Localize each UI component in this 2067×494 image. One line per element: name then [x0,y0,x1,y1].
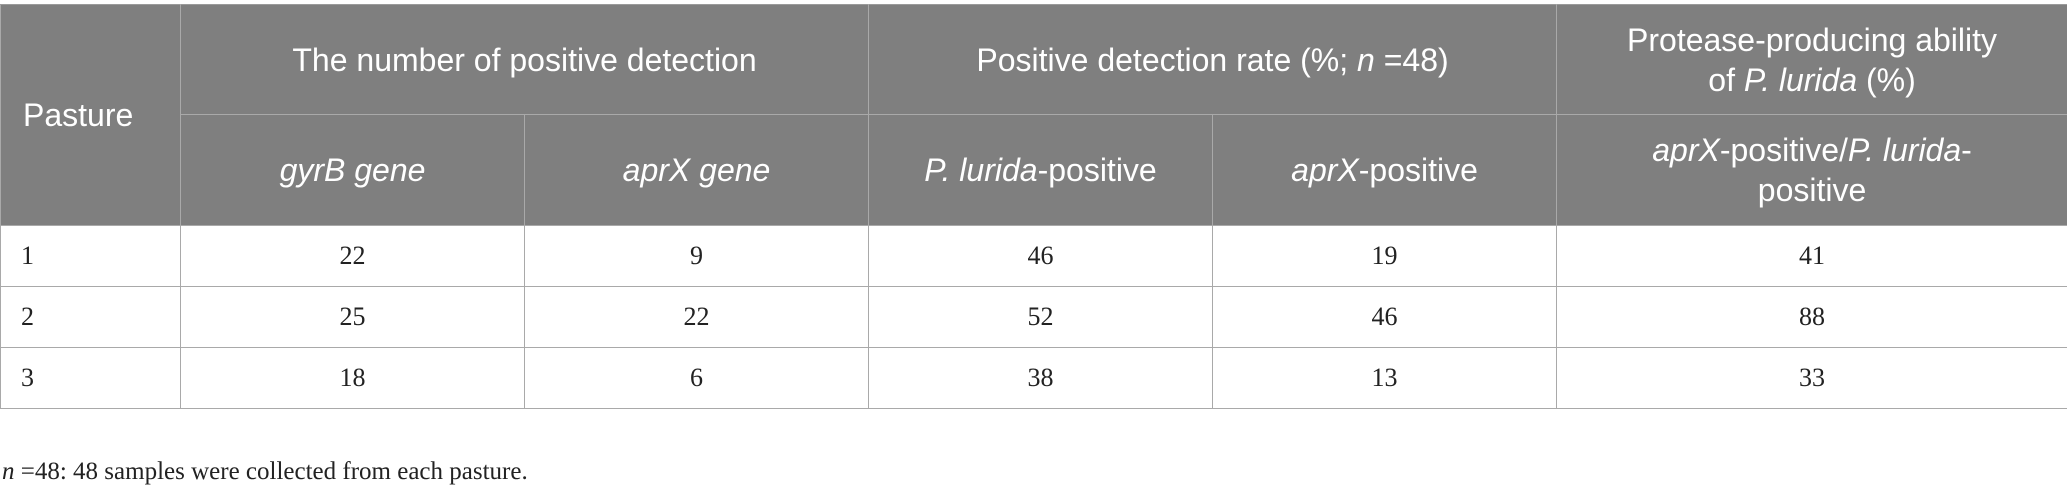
header-detection-rate: Positive detection rate (%; n =48) [868,4,1558,115]
cell-pasture: 1 [0,225,181,287]
header-row-columns: gyrB gene aprX gene P. lurida-positive a… [1,114,2067,226]
table-row: 3 18 6 38 13 33 [0,347,2067,409]
cell-protease-ratio: 41 [1556,225,2067,287]
detection-table: Pasture The number of positive detection… [0,4,2067,409]
cell-gyrb-count: 22 [180,225,525,287]
cell-aprx-rate: 19 [1212,225,1558,287]
cell-gyrb-count: 25 [180,286,525,348]
cell-gyrb-count: 18 [180,347,525,409]
cell-pasture: 3 [0,347,181,409]
cell-protease-ratio: 33 [1556,347,2067,409]
table-row: 2 25 22 52 46 88 [0,286,2067,348]
cell-plurida-rate: 52 [868,286,1214,348]
header-aprx-gene: aprX gene [523,114,870,226]
cell-pasture: 2 [0,286,181,348]
cell-aprx-rate: 13 [1212,347,1558,409]
header-protease-ability: Protease-producing ability of P. lurida (… [1556,4,2067,115]
cell-aprx-count: 9 [523,225,870,287]
header-aprx-positive: aprX-positive [1212,114,1558,226]
cell-plurida-rate: 46 [868,225,1214,287]
header-ratio: aprX-positive/P. lurida-positive [1556,114,2067,226]
cell-aprx-rate: 46 [1212,286,1558,348]
cell-plurida-rate: 38 [868,347,1214,409]
cell-aprx-count: 22 [523,286,870,348]
table-row: 1 22 9 46 19 41 [0,225,2067,287]
header-plurida-positive: P. lurida-positive [868,114,1214,226]
table-footnote: n =48: 48 samples were collected from ea… [2,458,528,485]
cell-protease-ratio: 88 [1556,286,2067,348]
header-number-positive: The number of positive detection [179,4,870,115]
header-row-groups: Pasture The number of positive detection… [0,4,2067,226]
header-pasture: Pasture [0,4,181,226]
header-gyrb-gene: gyrB gene [180,114,525,226]
cell-aprx-count: 6 [523,347,870,409]
